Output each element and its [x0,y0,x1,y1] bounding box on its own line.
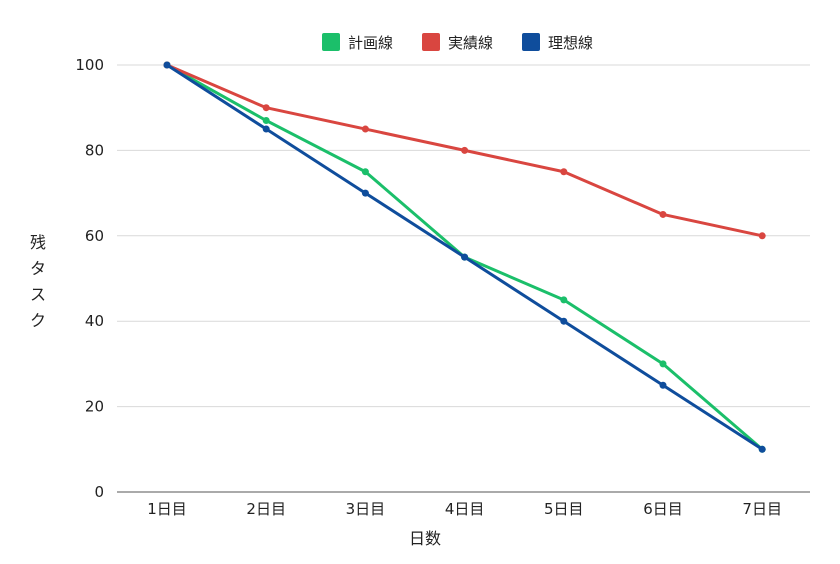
data-point [361,168,369,176]
data-point [560,296,568,304]
data-point [758,445,766,453]
data-point [758,232,766,240]
data-point [560,317,568,325]
data-point [560,168,568,176]
legend-swatch [322,33,340,51]
x-tick-label: 1日目 [147,500,187,518]
y-tick-label: 80 [85,141,104,159]
axis-layer: 0 20 40 60 80 100 1日目 2日目 3日目 4日目 5日目 6日目 7日目 [75,56,782,518]
data-point [361,125,369,133]
data-point [262,117,270,125]
y-tick-label: 20 [85,398,104,416]
data-point [262,104,270,112]
data-point [659,360,667,368]
grid-layer [117,64,810,493]
y-tick-label: 40 [85,312,104,330]
x-tick-label: 4日目 [445,500,485,518]
legend-swatch [522,33,540,51]
data-point [262,125,270,133]
y-tick-label: 60 [85,227,104,245]
y-tick-label: 0 [94,483,104,501]
x-tick-label: 7日目 [742,500,782,518]
data-point [659,381,667,389]
y-tick-label: 100 [75,56,104,74]
legend-label: 理想線 [548,34,593,52]
data-point [461,146,469,154]
x-tick-label: 2日目 [246,500,286,518]
data-point [163,61,171,69]
data-point [461,253,469,261]
x-tick-label: 3日目 [346,500,386,518]
series-layer [163,61,766,453]
legend: 計画線 実績線 理想線 [322,33,593,52]
data-point [361,189,369,197]
x-tick-label: 6日目 [643,500,683,518]
legend-label: 計画線 [348,34,393,52]
legend-swatch [422,33,440,51]
x-axis-title: 日数 [409,529,441,548]
legend-label: 実績線 [448,34,493,52]
data-point [659,210,667,218]
y-axis-title: 残タスク [30,233,46,330]
x-tick-label: 5日目 [544,500,584,518]
